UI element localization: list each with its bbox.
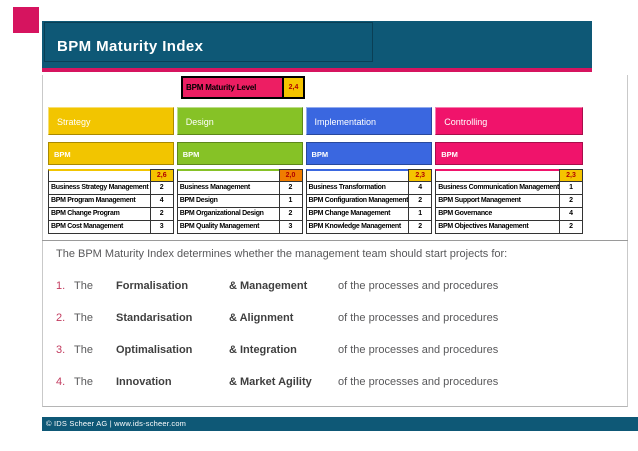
- category-bar-controlling: Controlling: [435, 107, 584, 135]
- list-item: 4. The Innovation & Market Agility of th…: [56, 376, 499, 388]
- table-row: BPM Support Management 2: [435, 194, 584, 208]
- column-design: Design BPM 2,0 Business Management 2 BPM…: [176, 107, 303, 234]
- content-frame: [42, 75, 628, 407]
- table-row: BPM Program Management 4: [48, 194, 174, 208]
- table-row: BPM Governance 4: [435, 207, 584, 221]
- maturity-table: Strategy BPM 2,6 Business Strategy Manag…: [48, 107, 584, 234]
- bpm-bar-controlling: BPM: [435, 142, 584, 165]
- title-accent-underline: [42, 68, 592, 72]
- maturity-level-value: 2,4: [282, 78, 303, 97]
- footer-copyright: © IDS Scheer AG | www.ids-scheer.com: [46, 419, 187, 428]
- list-term: Innovation: [116, 376, 172, 388]
- column-strategy: Strategy BPM 2,6 Business Strategy Manag…: [48, 107, 174, 234]
- list-term-secondary: & Market Agility: [229, 376, 312, 388]
- category-bar-strategy: Strategy: [48, 107, 174, 135]
- list-term: Formalisation: [116, 280, 189, 292]
- footer-bar: © IDS Scheer AG | www.ids-scheer.com: [42, 417, 638, 431]
- bpm-bar-design: BPM: [176, 142, 303, 165]
- bpm-bar-implementation: BPM: [305, 142, 433, 165]
- table-row: Business Strategy Management 2: [48, 181, 174, 195]
- table-row: BPM Knowledge Management 2: [305, 220, 433, 234]
- list-term: Standarisation: [116, 312, 193, 324]
- maturity-level-box: BPM Maturity Level 2,4: [181, 76, 305, 99]
- table-row: BPM Configuration Management 2: [305, 194, 433, 208]
- column-implementation: Implementation BPM 2,3 Business Transfor…: [305, 107, 433, 234]
- list-term-secondary: & Management: [229, 280, 308, 292]
- table-row: Business Communication Management 1: [435, 181, 584, 195]
- maturity-level-label: BPM Maturity Level: [186, 83, 257, 92]
- bpm-bar-strategy: BPM: [48, 142, 174, 165]
- list-number: 3.: [56, 344, 66, 356]
- category-bar-design: Design: [176, 107, 303, 135]
- list-number: 2.: [56, 312, 66, 324]
- title-bar: BPM Maturity Index: [42, 21, 592, 68]
- list-item: 3. The Optimalisation & Integration of t…: [56, 344, 499, 356]
- list-number: 1.: [56, 280, 66, 292]
- score-row: 2,0: [176, 169, 303, 182]
- title-placeholder-outline: [44, 22, 373, 62]
- intro-text: The BPM Maturity Index determines whethe…: [56, 248, 508, 260]
- table-row: BPM Change Program 2: [48, 207, 174, 221]
- numbered-list: 1. The Formalisation & Management of the…: [42, 280, 628, 388]
- content-divider: [42, 240, 628, 241]
- table-row: BPM Design 1: [176, 194, 303, 208]
- column-controlling: Controlling BPM 2,3 Business Communicati…: [435, 107, 584, 234]
- body-text-block: The BPM Maturity Index determines whethe…: [42, 240, 628, 388]
- table-row: BPM Objectives Management 2: [435, 220, 584, 234]
- table-row: Business Management 2: [176, 181, 303, 195]
- category-bar-implementation: Implementation: [305, 107, 433, 135]
- score-value: 2,3: [408, 169, 433, 182]
- list-term: Optimalisation: [116, 344, 193, 356]
- list-term-secondary: & Integration: [229, 344, 297, 356]
- list-item: 2. The Standarisation & Alignment of the…: [56, 312, 499, 324]
- table-row: Business Transformation 4: [305, 181, 433, 195]
- table-row: BPM Organizational Design 2: [176, 207, 303, 221]
- table-row: BPM Change Management 1: [305, 207, 433, 221]
- list-number: 4.: [56, 376, 66, 388]
- table-row: BPM Cost Management 3: [48, 220, 174, 234]
- table-row: BPM Quality Management 3: [176, 220, 303, 234]
- page-title: BPM Maturity Index: [57, 38, 204, 55]
- brand-logo-square: [13, 7, 39, 33]
- list-term-secondary: & Alignment: [229, 312, 294, 324]
- list-item: 1. The Formalisation & Management of the…: [56, 280, 499, 292]
